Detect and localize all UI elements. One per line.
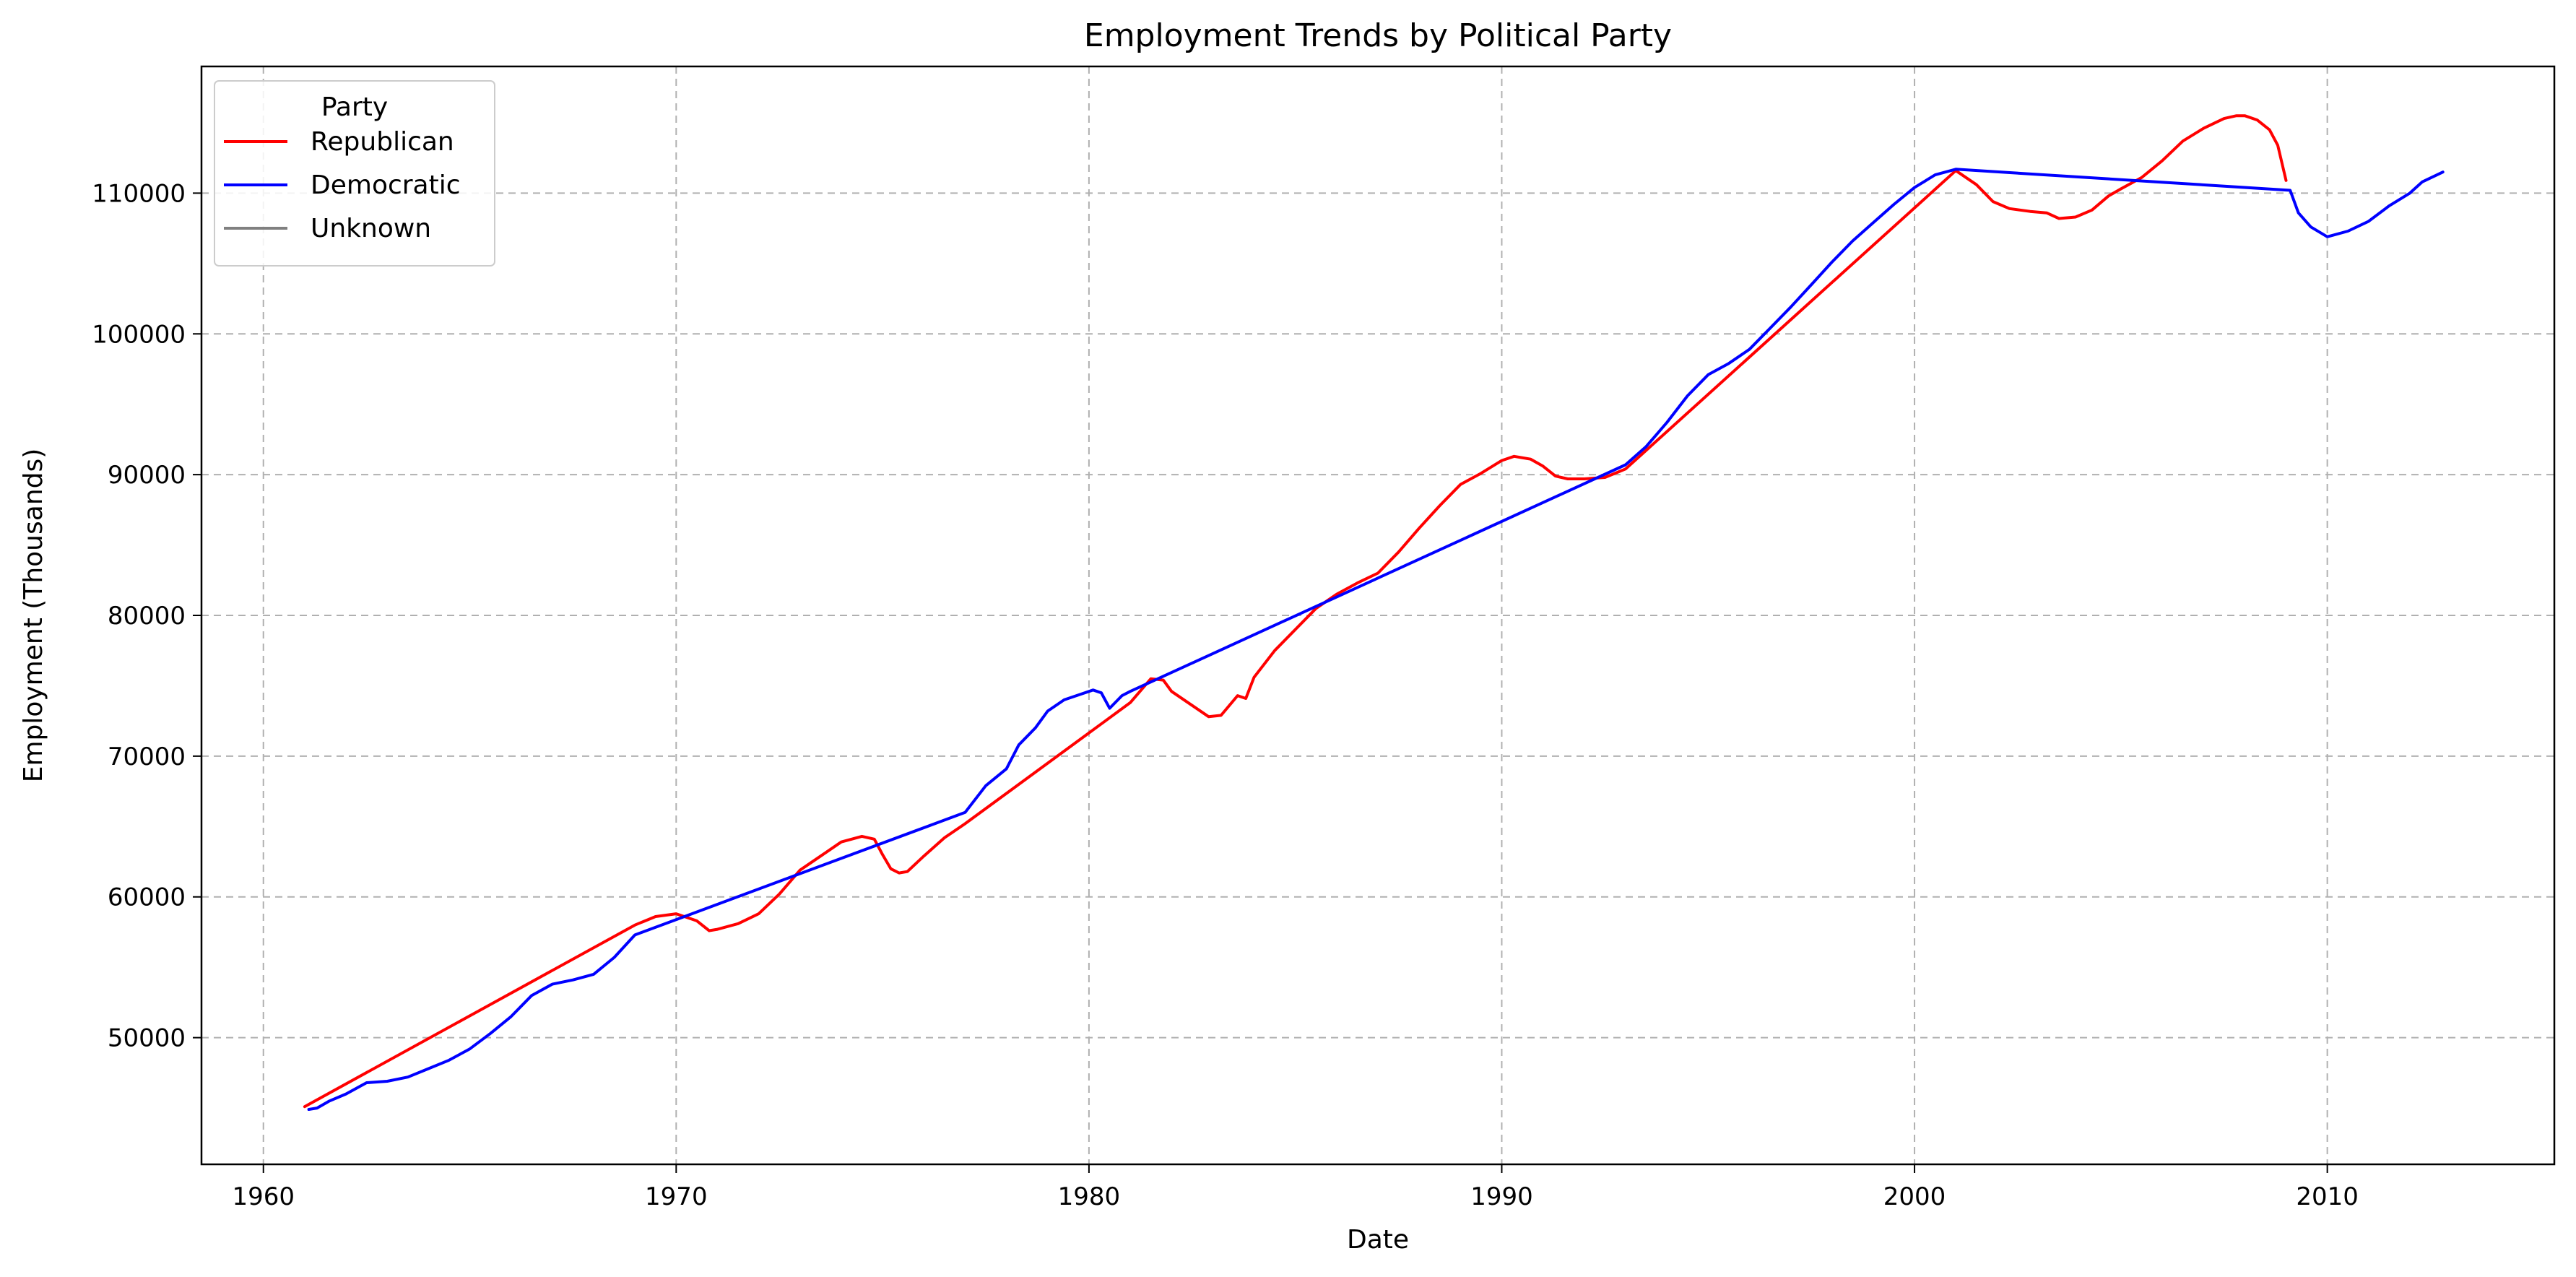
x-tick-label: 1980 — [1058, 1182, 1121, 1211]
x-tick-label: 1990 — [1470, 1182, 1533, 1211]
series-line-democratic — [307, 168, 2445, 1111]
grid — [201, 66, 2554, 1164]
y-tick-label: 100000 — [92, 320, 186, 349]
series-lines — [303, 114, 2445, 1111]
axis-ticks: 1960 1970 1980 1990 2000 2010 50000 60000 70000 8… — [92, 179, 2359, 1211]
legend-box — [214, 80, 495, 267]
legend: Party Republican Democratic Unknown — [214, 80, 495, 267]
legend-label-republican: Republican — [311, 127, 454, 157]
x-tick-label: 1970 — [645, 1182, 708, 1211]
y-tick-label: 60000 — [108, 883, 186, 912]
legend-label-unknown: Unknown — [311, 214, 431, 243]
y-tick-label: 50000 — [108, 1024, 186, 1053]
x-tick-label: 1960 — [232, 1182, 295, 1211]
y-axis-label: Employment (Thousands) — [19, 449, 48, 783]
y-tick-label: 90000 — [108, 461, 186, 490]
legend-label-democratic: Democratic — [311, 170, 461, 200]
y-tick-label: 70000 — [108, 743, 186, 771]
x-axis-label: Date — [1347, 1225, 1409, 1255]
y-tick-label: 80000 — [108, 602, 186, 631]
chart-title: Employment Trends by Political Party — [1084, 17, 1672, 54]
series-line-republican — [303, 114, 2288, 1109]
y-tick-label: 110000 — [92, 179, 186, 208]
legend-title: Party — [321, 92, 388, 122]
x-tick-label: 2000 — [1883, 1182, 1946, 1211]
x-tick-label: 2010 — [2296, 1182, 2359, 1211]
